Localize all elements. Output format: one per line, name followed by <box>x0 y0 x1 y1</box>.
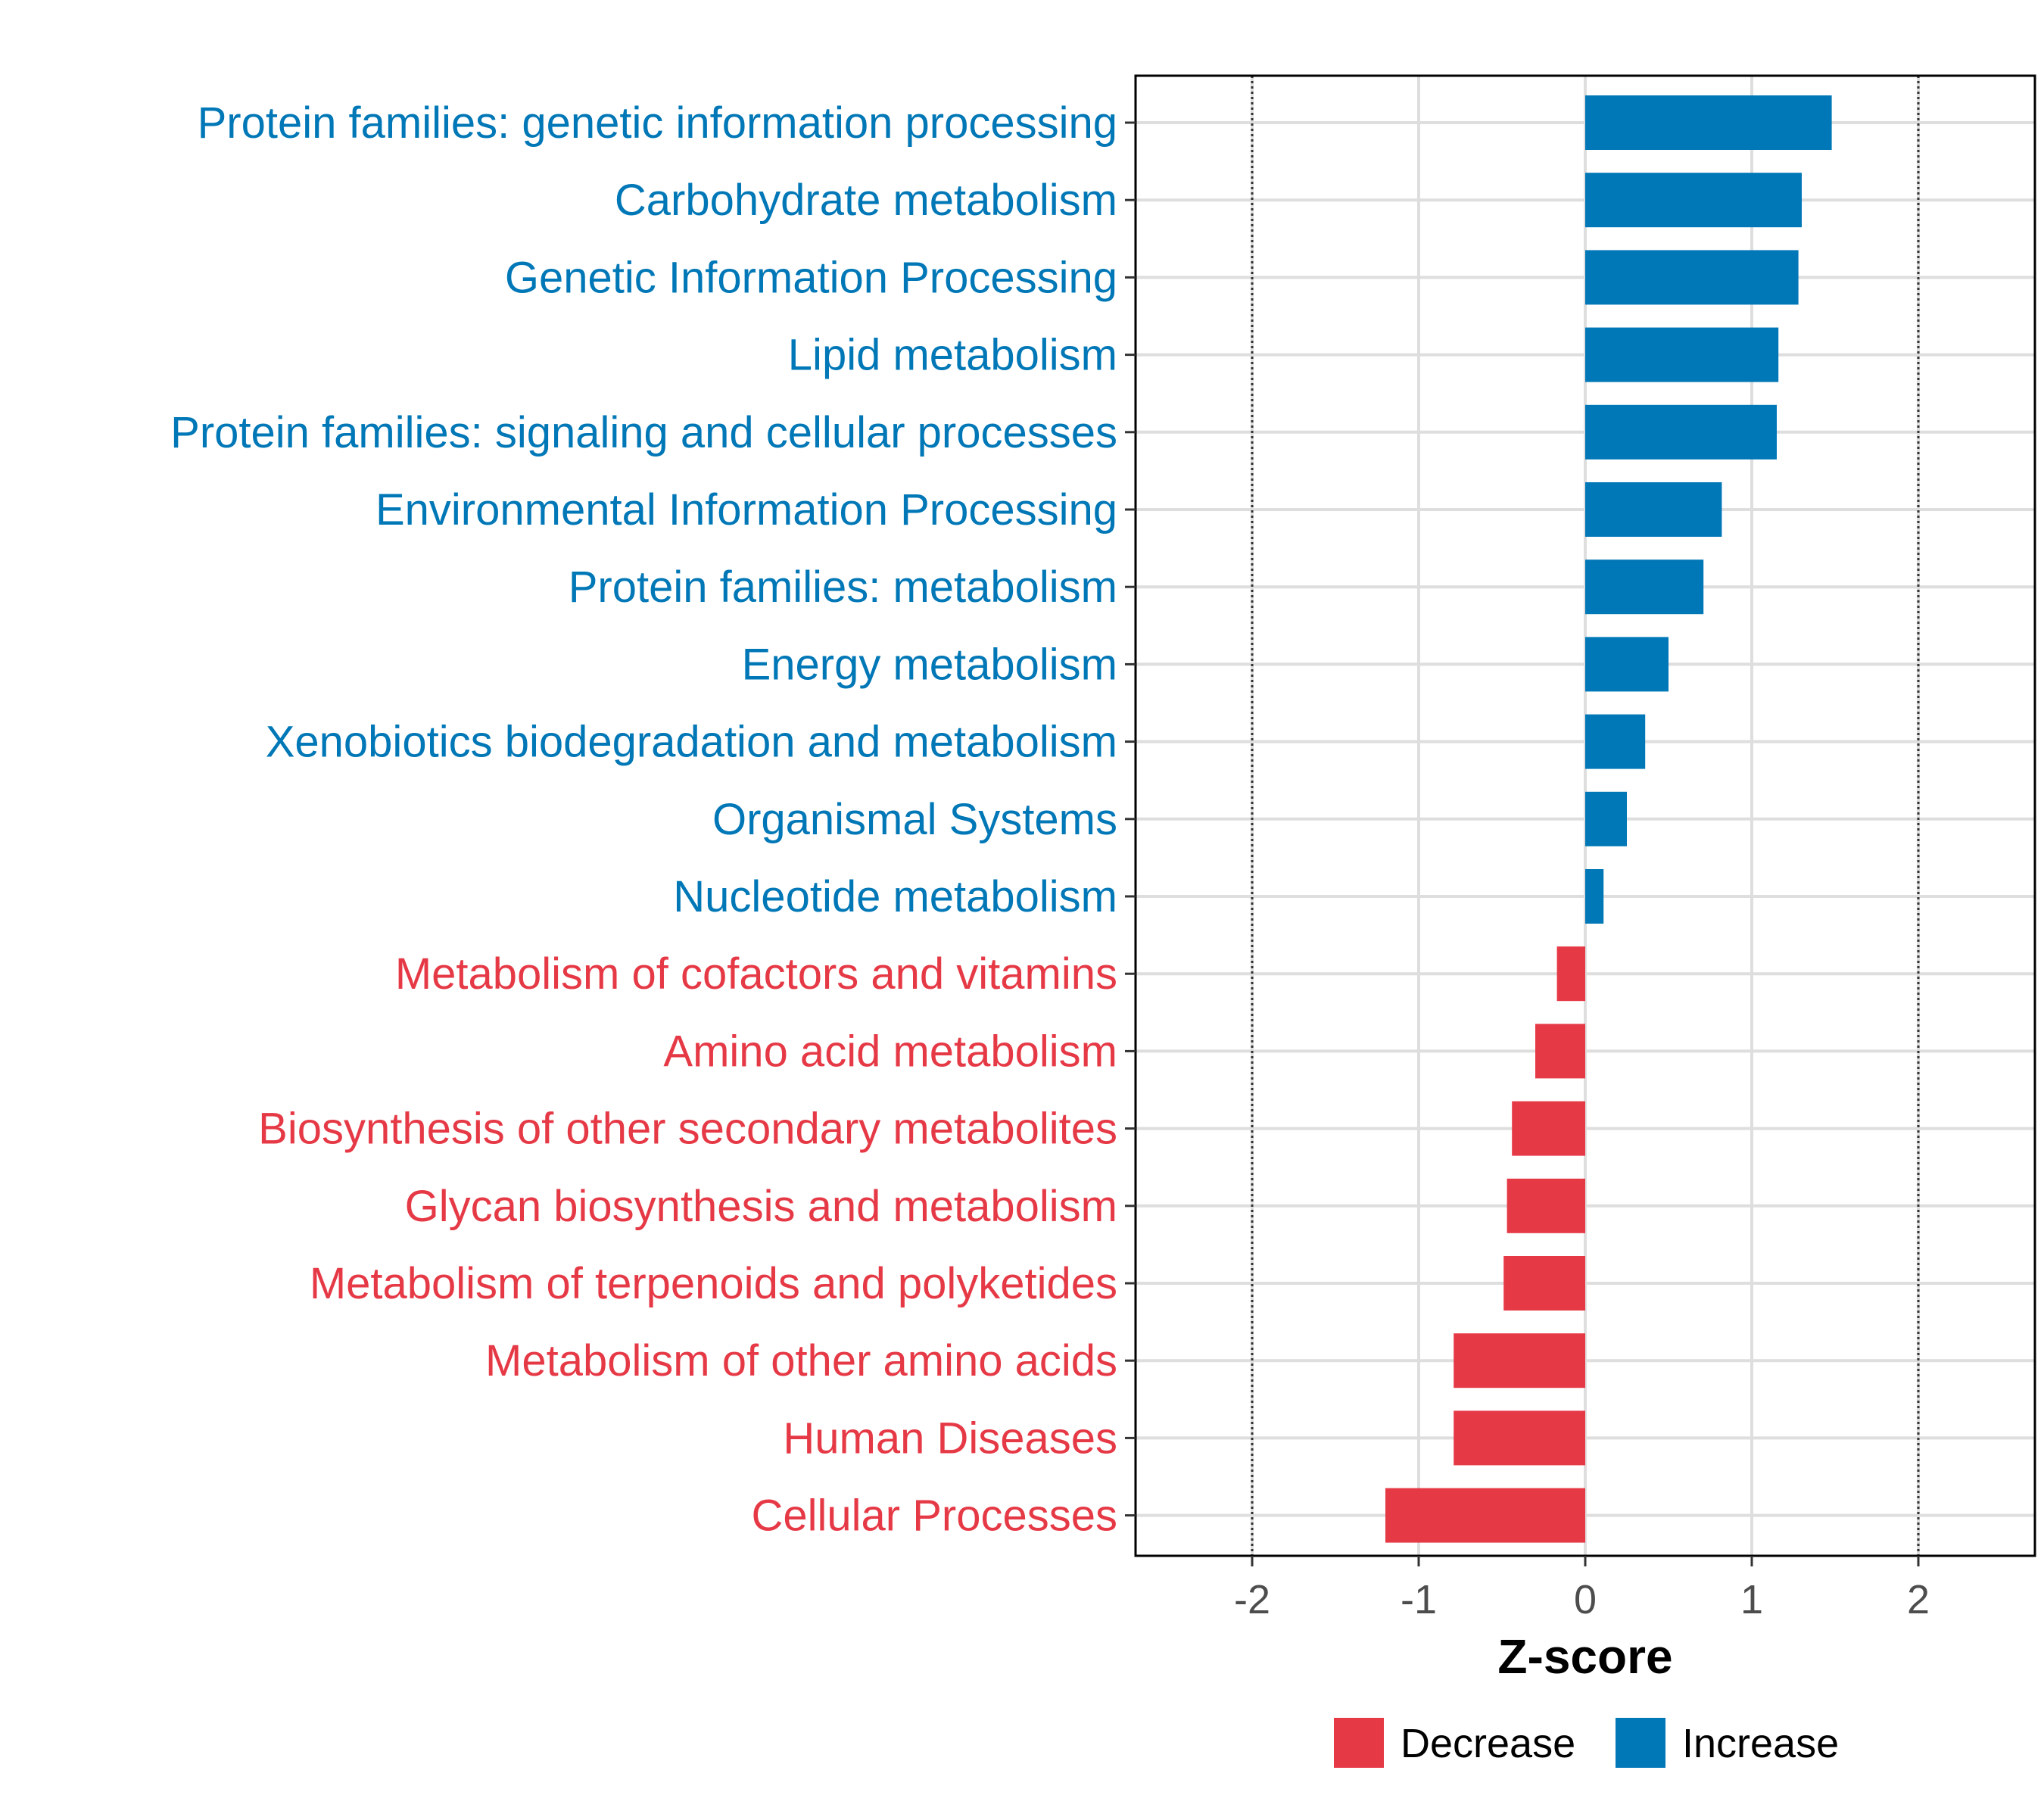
x-axis-title: Z-score <box>1497 1629 1672 1684</box>
bar-6 <box>1585 559 1704 615</box>
x-tick-label: -2 <box>1234 1577 1270 1622</box>
category-label: Environmental Information Processing <box>375 485 1117 535</box>
category-label: Lipid metabolism <box>788 331 1117 380</box>
x-tick-label: 0 <box>1574 1577 1597 1622</box>
legend-swatch-decrease <box>1334 1718 1384 1768</box>
bars <box>1385 95 1832 1543</box>
x-tick-label: 1 <box>1740 1577 1763 1622</box>
bar-0 <box>1585 95 1832 150</box>
bar-2 <box>1585 250 1799 305</box>
legend-label-decrease: Decrease <box>1401 1721 1575 1766</box>
category-label: Organismal Systems <box>712 795 1117 844</box>
x-axis-ticks <box>1251 1556 1920 1566</box>
category-label: Human Diseases <box>783 1413 1117 1463</box>
y-axis-labels: Protein families: genetic information pr… <box>170 98 1117 1541</box>
category-label: Cellular Processes <box>751 1491 1117 1541</box>
bar-13 <box>1512 1101 1585 1156</box>
bar-11 <box>1556 946 1585 1002</box>
bar-10 <box>1585 869 1604 924</box>
bar-16 <box>1454 1333 1585 1388</box>
category-label: Energy metabolism <box>742 640 1117 689</box>
legend: Decrease Increase <box>1334 1718 1839 1768</box>
category-label: Xenobiotics biodegradation and metabolis… <box>266 718 1117 767</box>
category-label: Carbohydrate metabolism <box>615 176 1117 225</box>
bar-5 <box>1585 482 1722 537</box>
bar-17 <box>1454 1410 1585 1466</box>
category-label: Nucleotide metabolism <box>673 872 1117 921</box>
legend-swatch-increase <box>1616 1718 1665 1768</box>
bar-4 <box>1585 404 1777 460</box>
bar-18 <box>1385 1488 1585 1543</box>
y-axis-ticks <box>1125 121 1136 1517</box>
category-label: Genetic Information Processing <box>505 253 1117 302</box>
bar-12 <box>1535 1024 1585 1079</box>
bar-8 <box>1585 714 1646 769</box>
bar-15 <box>1503 1256 1585 1311</box>
bar-9 <box>1585 791 1627 846</box>
bar-14 <box>1507 1178 1585 1233</box>
x-tick-label: -1 <box>1401 1577 1437 1622</box>
x-tick-label: 2 <box>1907 1577 1930 1622</box>
category-label: Protein families: signaling and cellular… <box>170 408 1117 457</box>
category-label: Biosynthesis of other secondary metaboli… <box>258 1105 1117 1154</box>
category-label: Glycan biosynthesis and metabolism <box>405 1182 1117 1231</box>
category-label: Protein families: genetic information pr… <box>198 98 1117 148</box>
bar-7 <box>1585 637 1669 692</box>
x-axis-labels: -2 -1 0 1 2 <box>1234 1577 1930 1622</box>
category-label: Metabolism of other amino acids <box>485 1336 1117 1385</box>
bar-3 <box>1585 327 1779 382</box>
legend-label-increase: Increase <box>1682 1721 1839 1766</box>
category-label: Metabolism of cofactors and vitamins <box>395 949 1117 999</box>
category-label: Amino acid metabolism <box>663 1027 1117 1076</box>
category-label: Protein families: metabolism <box>569 563 1117 612</box>
category-label: Metabolism of terpenoids and polyketides <box>310 1259 1117 1308</box>
bar-1 <box>1585 173 1802 228</box>
